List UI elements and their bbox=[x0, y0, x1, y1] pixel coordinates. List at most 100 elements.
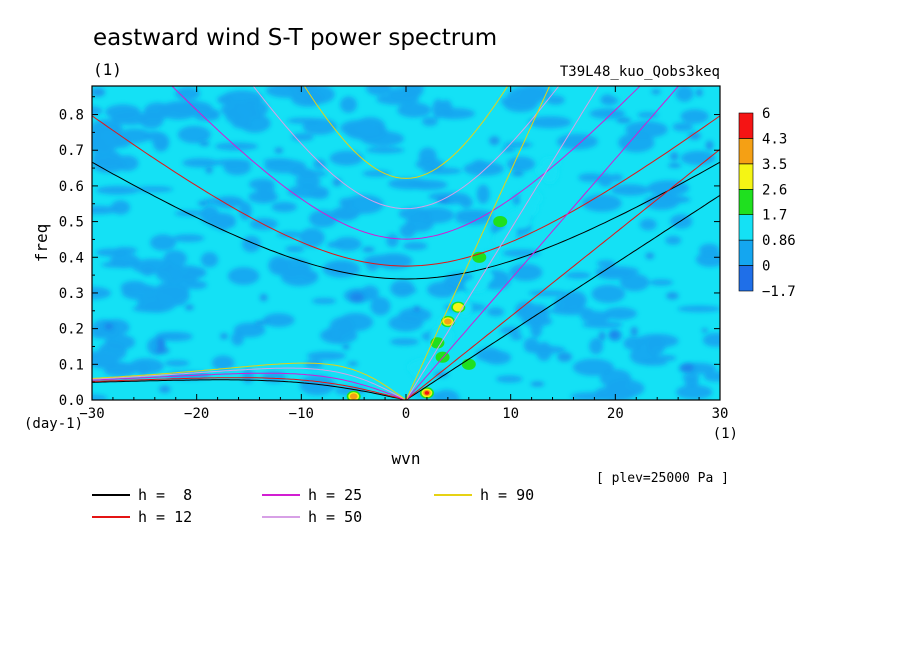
low-power-patch bbox=[619, 273, 650, 292]
very-low-patch bbox=[530, 381, 545, 387]
very-low-patch bbox=[274, 147, 284, 154]
dispersion-curves bbox=[92, 86, 720, 400]
very-low-patch bbox=[413, 305, 421, 312]
kelvin-cell bbox=[410, 358, 433, 379]
low-power-patch bbox=[398, 307, 432, 323]
low-power-patch bbox=[596, 260, 616, 267]
low-power-patch bbox=[670, 214, 693, 229]
colorbar-swatch bbox=[738, 214, 754, 241]
very-low-patch bbox=[205, 166, 213, 174]
very-low-patch bbox=[705, 140, 714, 151]
inertia-gravity-curve bbox=[252, 86, 560, 210]
low-power-patch bbox=[528, 116, 572, 129]
very-low-patch bbox=[362, 246, 375, 253]
chart-subtitle-right: T39L48_kuo_Qobs3keq bbox=[560, 64, 720, 80]
dark-patches bbox=[92, 87, 714, 394]
very-low-patch bbox=[347, 361, 358, 366]
low-power-patch bbox=[306, 351, 346, 361]
low-power-patch bbox=[496, 375, 523, 383]
low-power-patch bbox=[487, 307, 505, 317]
colorbar-label: 3.5 bbox=[762, 157, 787, 173]
very-low-patch bbox=[349, 292, 364, 303]
low-power-patch bbox=[95, 185, 140, 195]
low-power-patch bbox=[291, 90, 325, 107]
low-power-patch bbox=[263, 158, 294, 165]
x-tick-label: −30 bbox=[79, 406, 104, 422]
low-power-patch bbox=[682, 373, 700, 381]
low-power-patch bbox=[618, 132, 655, 153]
legend-label: h = 90 bbox=[480, 486, 534, 504]
very-low-patch bbox=[557, 352, 572, 362]
x-tick-label: −20 bbox=[184, 406, 209, 422]
kelvin-cell bbox=[519, 189, 542, 207]
plev-annotation: [ plev=25000 Pa ] bbox=[596, 471, 729, 486]
low-power-patch bbox=[152, 132, 170, 152]
spectrum-field bbox=[92, 86, 720, 400]
colorbar-swatch bbox=[738, 265, 754, 292]
very-low-patch bbox=[199, 141, 210, 147]
very-low-patch bbox=[501, 147, 516, 152]
low-power-patch bbox=[340, 119, 378, 137]
low-power-patch bbox=[556, 133, 599, 150]
very-low-patch bbox=[511, 170, 524, 177]
low-power-patch bbox=[360, 285, 380, 301]
low-power-patch bbox=[647, 180, 690, 196]
very-low-patch bbox=[666, 292, 679, 300]
low-power-patch bbox=[212, 159, 252, 166]
low-power-patch bbox=[476, 184, 490, 204]
rossby-curve bbox=[92, 372, 407, 400]
low-power-patch bbox=[305, 359, 323, 369]
very-low-patch bbox=[688, 131, 701, 140]
low-power-patch bbox=[649, 279, 674, 286]
low-power-patch bbox=[549, 306, 594, 316]
axes: −30 −20 −10 0 10 20 30 0.0 0.1 0.2 0.3 0.4 0.5 0.6 0.7… bbox=[59, 86, 728, 422]
low-power-patch bbox=[241, 368, 254, 384]
very-low-patch bbox=[104, 323, 114, 330]
low-power-patch bbox=[110, 200, 131, 215]
low-power-patch bbox=[370, 297, 391, 316]
kelvin-curve bbox=[405, 148, 720, 400]
colorbar-label: 1.7 bbox=[762, 208, 787, 224]
legend-label: h = 12 bbox=[138, 508, 192, 526]
low-power-patch bbox=[665, 235, 682, 245]
low-power-patch bbox=[231, 331, 245, 346]
low-power-patch bbox=[703, 371, 720, 382]
low-power-patch bbox=[313, 159, 326, 170]
y-tick-label: 0.0 bbox=[59, 393, 84, 409]
low-power-patch bbox=[365, 146, 405, 154]
low-power-patch bbox=[600, 96, 619, 106]
low-power-patch bbox=[629, 346, 658, 365]
very-low-patch bbox=[259, 293, 268, 302]
low-power-patch bbox=[287, 117, 323, 124]
chart-subtitle-left: (1) bbox=[93, 60, 122, 79]
colorbar: −1.7 0 0.86 1.7 2.6 3.5 4.3 6 bbox=[738, 106, 796, 300]
kelvin-cell bbox=[496, 228, 514, 247]
y-tick-label: 0.2 bbox=[59, 322, 84, 338]
low-power-patch bbox=[433, 389, 460, 400]
low-power-patch bbox=[101, 319, 130, 336]
low-power-patch bbox=[525, 345, 566, 354]
low-power-patch bbox=[589, 108, 626, 119]
low-power-patch bbox=[408, 179, 448, 191]
very-low-patch bbox=[651, 89, 661, 95]
low-power-patch bbox=[702, 332, 720, 347]
low-power-patch bbox=[589, 338, 604, 355]
low-power-patch bbox=[175, 87, 201, 101]
low-power-patch bbox=[672, 122, 694, 132]
very-low-patch bbox=[489, 136, 500, 146]
low-power-patch bbox=[120, 280, 148, 295]
y-tick-label: 0.7 bbox=[59, 143, 84, 159]
low-power-patch bbox=[136, 361, 150, 376]
inertia-gravity-curve bbox=[92, 161, 720, 280]
plot-area bbox=[91, 85, 721, 401]
x-axis-unit: (1) bbox=[713, 426, 738, 442]
colorbar-label: 0 bbox=[762, 259, 770, 275]
very-low-patch bbox=[598, 331, 606, 342]
very-low-patch bbox=[437, 198, 450, 204]
chart-title: eastward wind S-T power spectrum bbox=[93, 25, 497, 51]
low-power-patch bbox=[309, 189, 329, 200]
low-power-patch bbox=[320, 327, 358, 344]
low-power-patch bbox=[113, 246, 138, 255]
low-power-patch bbox=[331, 207, 361, 220]
